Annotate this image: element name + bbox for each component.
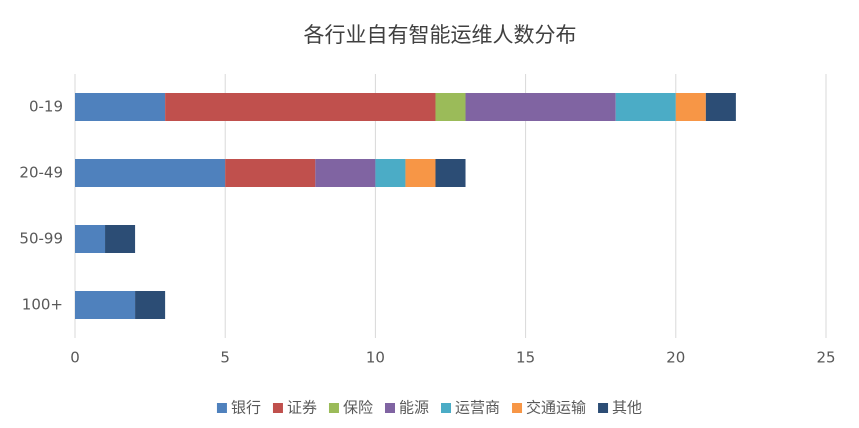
bar-segment <box>315 159 376 187</box>
bar-segment <box>675 93 706 121</box>
legend-label: 证券 <box>287 399 317 417</box>
legend-swatch <box>512 403 523 413</box>
legend-label: 运营商 <box>455 399 500 417</box>
x-tick-label: 0 <box>70 349 80 367</box>
bar-segment <box>165 93 436 121</box>
y-tick-label: 20-49 <box>19 164 63 182</box>
bar-segment <box>135 291 166 319</box>
x-tick-label: 5 <box>220 349 230 367</box>
y-tick-label: 100+ <box>22 296 63 314</box>
legend-label: 交通运输 <box>526 399 586 417</box>
legend-label: 其他 <box>612 399 642 417</box>
x-tick-label: 20 <box>666 349 685 367</box>
bar-segment <box>75 159 226 187</box>
bar-segment <box>465 93 616 121</box>
bar-segment <box>435 93 466 121</box>
legend-swatch <box>384 403 395 413</box>
legend-swatch <box>328 403 339 413</box>
bar-segment <box>615 93 676 121</box>
bar-segment <box>105 225 136 253</box>
bar-segment <box>75 225 106 253</box>
bar-segment <box>75 93 166 121</box>
chart-title: 各行业自有智能运维人数分布 <box>304 23 577 47</box>
legend-swatch <box>216 403 227 413</box>
legend-label: 能源 <box>399 399 429 417</box>
legend-swatch <box>598 403 609 413</box>
legend-label: 银行 <box>231 399 261 417</box>
bar-segment <box>375 159 406 187</box>
x-tick-label: 15 <box>516 349 535 367</box>
legend-swatch <box>441 403 452 413</box>
x-tick-label: 25 <box>816 349 835 367</box>
legend-label: 保险 <box>343 399 373 417</box>
x-tick-label: 10 <box>366 349 385 367</box>
bar-segment <box>75 291 136 319</box>
bar-segment <box>405 159 436 187</box>
y-tick-label: 50-99 <box>19 230 63 248</box>
bar-segment <box>705 93 736 121</box>
bar-segment <box>225 159 316 187</box>
legend-swatch <box>272 403 283 413</box>
y-tick-label: 0-19 <box>29 98 63 116</box>
bar-segment <box>435 159 466 187</box>
